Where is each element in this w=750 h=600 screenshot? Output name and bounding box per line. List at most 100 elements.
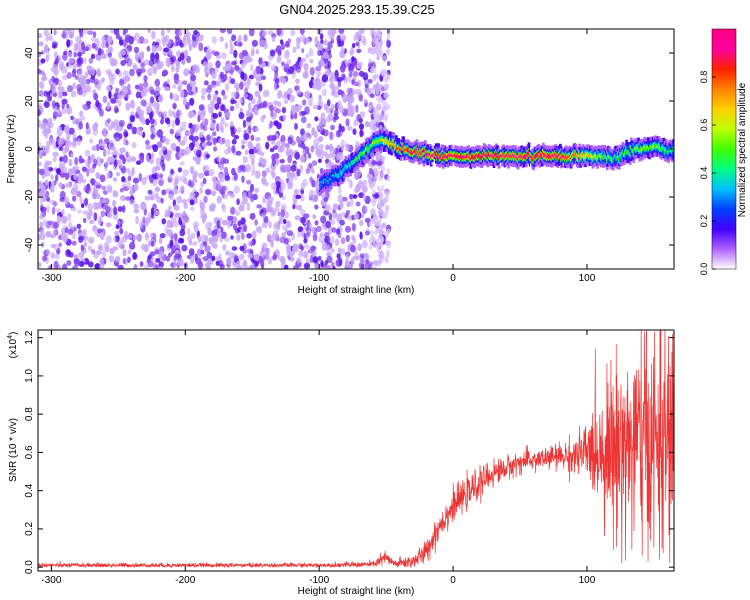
- colorbar-gradient: [711, 28, 737, 270]
- noise-dot-1707: [238, 52, 244, 60]
- noise-dot-2360: [266, 198, 271, 207]
- noise-dot-1223: [187, 90, 194, 96]
- noise-dot-1717: [227, 146, 231, 154]
- noise-dot-908: [66, 39, 71, 48]
- noise-dot-1640: [101, 35, 106, 45]
- noise-dot-534: [183, 202, 188, 210]
- noise-dot-2542: [314, 261, 320, 269]
- noise-dot-2121: [285, 49, 290, 57]
- noise-dot-1391: [117, 264, 124, 269]
- noise-dot-2451: [88, 167, 95, 174]
- noise-dot-2579: [153, 90, 160, 98]
- noise-dot-1696: [163, 35, 168, 41]
- noise-dot-636: [294, 215, 301, 221]
- noise-dot-219: [143, 38, 149, 45]
- noise-dot-2493: [207, 51, 212, 60]
- noise-dot-2457: [177, 79, 183, 89]
- noise-dot-2586: [339, 219, 345, 226]
- noise-dot-2482: [150, 127, 156, 133]
- transition-dot-123: [370, 87, 375, 94]
- noise-dot-633: [308, 100, 313, 107]
- noise-dot-2388: [236, 260, 241, 265]
- colorbar-label: Normalized spectral amplitude: [737, 82, 748, 217]
- noise-dot-2536: [240, 217, 246, 225]
- noise-dot-2477: [218, 122, 223, 132]
- noise-dot-1402: [150, 52, 156, 62]
- noise-dot-1038: [75, 36, 82, 43]
- noise-dot-1554: [88, 68, 92, 76]
- transition-dot-89: [380, 252, 385, 259]
- noise-dot-1352: [316, 186, 320, 196]
- noise-dot-2077: [271, 210, 276, 216]
- transition-dot-26: [386, 175, 391, 182]
- noise-dot-2462: [269, 49, 275, 57]
- noise-dot-2034: [296, 43, 300, 50]
- transition-dot-136: [371, 197, 376, 203]
- noise-dot-685: [61, 209, 65, 215]
- noise-dot-2086: [82, 217, 87, 224]
- noise-dot-2053: [78, 251, 85, 259]
- noise-dot-650: [279, 215, 284, 223]
- noise-dot-1912: [126, 58, 133, 67]
- noise-dot-1874: [356, 63, 363, 69]
- noise-dot-1346: [38, 90, 41, 97]
- noise-dot-2112: [93, 78, 99, 85]
- noise-dot-2560: [264, 250, 271, 256]
- noise-dot-1929: [78, 261, 85, 267]
- noise-dot-2348: [106, 118, 111, 124]
- transition-dot-129: [370, 209, 374, 216]
- noise-dot-211: [179, 161, 185, 166]
- noise-dot-2548: [224, 175, 231, 182]
- colorbar-tick-label-0.2: 0.2: [699, 215, 709, 228]
- noise-dot-2506: [153, 101, 159, 110]
- transition-dot-112: [373, 166, 378, 173]
- noise-dot-1611: [315, 66, 322, 72]
- noise-dot-814: [180, 121, 187, 126]
- noise-dot-1279: [108, 70, 112, 77]
- noise-dot-1591: [386, 60, 391, 67]
- noise-dot-2438: [87, 261, 94, 268]
- noise-dot-1563: [238, 205, 245, 212]
- noise-dot-2502: [156, 171, 161, 180]
- snr-panel: -300 -200 -100 0 100 0.0 0.2 0.4 0.6 0.8 1.0 1.2 H…: [7, 329, 675, 597]
- noise-dot-2301: [261, 242, 268, 250]
- noise-dot-1755: [288, 66, 295, 74]
- noise-dot-1955: [139, 155, 145, 164]
- noise-dot-2052: [42, 196, 46, 202]
- noise-dot-783: [208, 106, 214, 114]
- noise-dot-1895: [285, 150, 290, 157]
- noise-dot-2254: [241, 233, 245, 240]
- noise-dot-2106: [282, 257, 286, 265]
- noise-dot-2017: [86, 168, 90, 177]
- noise-dot-2487: [277, 90, 283, 98]
- noise-dot-2533: [286, 243, 291, 252]
- noise-dot-1959: [352, 71, 359, 77]
- noise-dot-2344: [93, 212, 98, 222]
- noise-dot-291: [53, 29, 57, 36]
- svg-text:(x104): (x104): [7, 332, 19, 359]
- noise-dot-2094: [102, 95, 108, 104]
- noise-dot-728: [100, 158, 104, 164]
- transition-dot-113: [372, 188, 376, 195]
- noise-dot-1296: [265, 167, 271, 174]
- noise-dot-563: [112, 200, 116, 207]
- noise-dot-1437: [284, 164, 290, 172]
- noise-dot-1010: [297, 230, 301, 238]
- noise-dot-616: [101, 249, 107, 259]
- noise-dot-931: [254, 90, 261, 98]
- noise-dot-1190: [76, 209, 83, 214]
- noise-dot-2415: [182, 36, 187, 42]
- noise-dot-2328: [38, 102, 43, 108]
- noise-dot-939: [239, 97, 244, 104]
- noise-dot-1344: [208, 168, 215, 177]
- noise-dot-995: [40, 211, 44, 218]
- noise-dot-579: [132, 64, 138, 71]
- noise-dot-1392: [311, 168, 315, 174]
- noise-dot-1806: [329, 146, 336, 155]
- noise-dot-2577: [212, 112, 218, 119]
- noise-dot-1974: [255, 143, 261, 150]
- noise-dot-2171: [362, 193, 367, 202]
- noise-dot-2024: [212, 242, 218, 249]
- noise-dot-668: [254, 187, 260, 193]
